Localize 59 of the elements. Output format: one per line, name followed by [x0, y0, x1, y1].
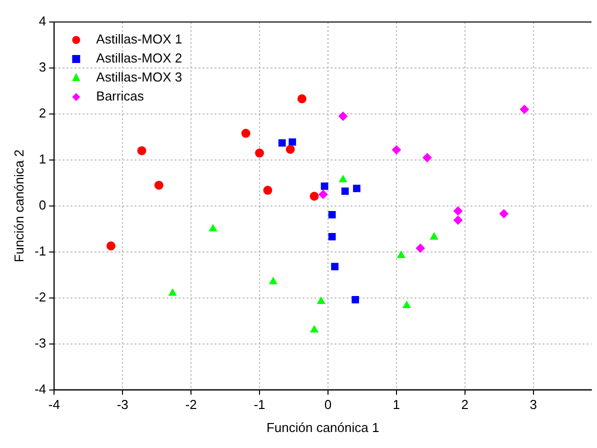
point — [263, 186, 272, 195]
x-tick-label: -4 — [48, 397, 60, 412]
point — [255, 148, 264, 158]
point — [454, 206, 463, 216]
y-tick-label: 2 — [38, 106, 46, 121]
x-tick-label: 3 — [530, 397, 537, 412]
y-tick-label: -2 — [34, 289, 46, 304]
x-tick-label: 2 — [461, 397, 468, 412]
y-tick-label: 0 — [38, 197, 46, 212]
point — [422, 153, 432, 162]
x-tick-label: -1 — [254, 397, 266, 412]
point — [353, 184, 360, 192]
x-tick-label: -2 — [185, 397, 197, 412]
point — [168, 288, 177, 296]
point — [392, 145, 401, 154]
legend-label: Astillas-MOX 3 — [96, 70, 182, 85]
point — [328, 233, 336, 240]
y-tick-label: 1 — [38, 152, 46, 167]
point — [317, 297, 326, 304]
point — [320, 182, 328, 190]
point — [331, 262, 338, 270]
point — [430, 232, 438, 240]
point — [318, 190, 328, 199]
point — [339, 175, 347, 182]
point — [454, 216, 463, 225]
point — [154, 180, 164, 190]
point — [209, 224, 217, 232]
point — [416, 244, 425, 253]
y-tick-label: -3 — [34, 335, 46, 350]
point — [278, 139, 286, 147]
point — [288, 138, 296, 146]
point — [328, 210, 336, 218]
y-tick-label: -4 — [34, 381, 46, 396]
y-tick-label: -1 — [34, 243, 46, 258]
y-tick-label: 4 — [38, 14, 46, 29]
point — [269, 277, 278, 284]
x-tick-label: 1 — [392, 397, 400, 412]
x-tick-label: -3 — [116, 397, 128, 412]
point — [352, 296, 360, 304]
legend-label: Barricas — [96, 88, 144, 104]
point — [241, 128, 250, 138]
x-tick-label: 0 — [324, 397, 332, 412]
point — [499, 209, 508, 218]
point — [338, 112, 348, 121]
point — [520, 104, 529, 114]
legend-label: Astillas-MOX 2 — [96, 50, 182, 66]
point — [310, 192, 319, 201]
legend-label: Astillas-MOX 1 — [96, 32, 182, 47]
point — [137, 146, 146, 156]
point — [297, 94, 306, 104]
x-axis-title: Función canónica 1 — [266, 420, 380, 435]
y-tick-label: 3 — [38, 60, 46, 75]
point — [397, 251, 406, 258]
point — [106, 241, 116, 250]
y-axis-title: Función canónica 2 — [11, 150, 26, 262]
point — [402, 301, 411, 308]
point — [310, 326, 318, 333]
point — [286, 144, 295, 154]
point — [341, 188, 349, 195]
